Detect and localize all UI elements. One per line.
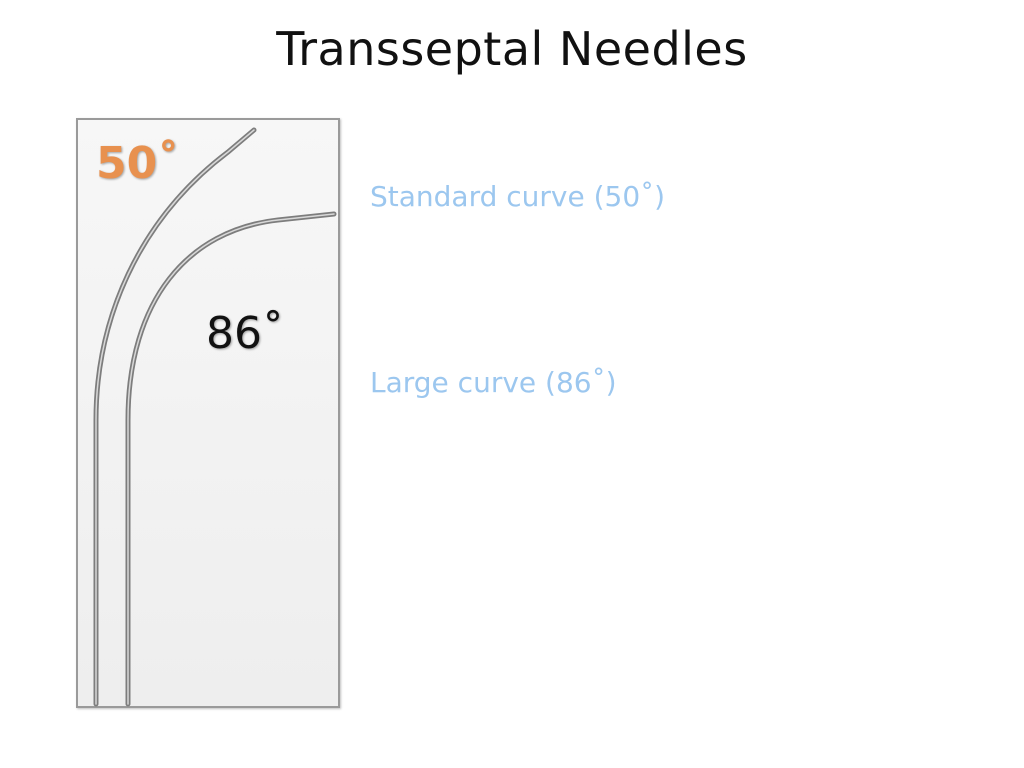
angle-label-large: 86˚ — [206, 308, 284, 359]
large-curve-needle — [125, 211, 337, 707]
standard-curve-needle — [93, 127, 257, 707]
large-curve-needle-highlight — [127, 213, 335, 705]
caption-standard-curve: Standard curve (50˚) — [370, 180, 666, 213]
standard-curve-needle-highlight — [95, 129, 255, 705]
caption-large-curve: Large curve (86˚) — [370, 366, 617, 399]
angle-label-standard: 50˚ — [96, 138, 180, 189]
slide-title: Transseptal Needles — [276, 22, 748, 76]
needle-illustration — [93, 127, 337, 707]
needle-image-panel — [76, 118, 340, 708]
